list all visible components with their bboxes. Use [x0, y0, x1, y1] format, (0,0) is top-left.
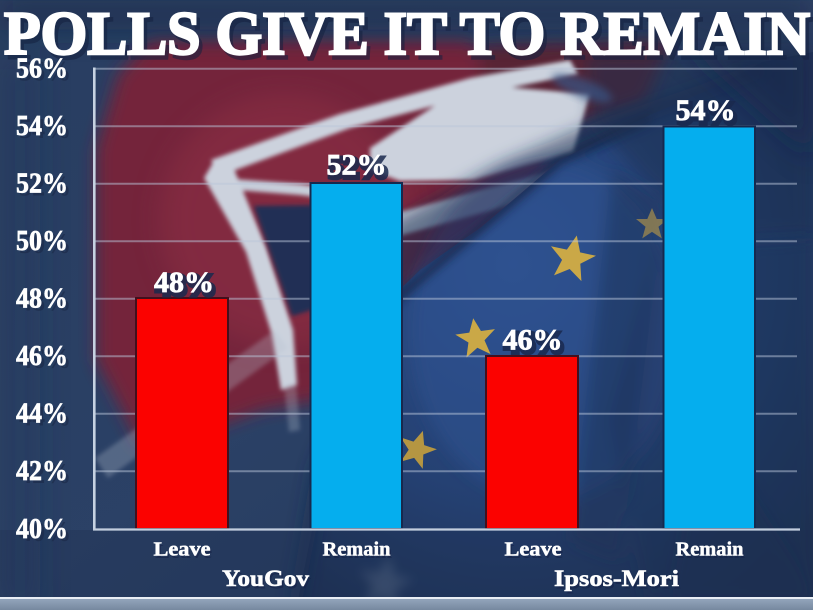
svg-text:52%: 52%	[16, 168, 68, 200]
svg-text:52%: 52%	[19, 171, 71, 203]
svg-text:Remain: Remain	[676, 539, 744, 561]
svg-text:48%: 48%	[19, 286, 71, 318]
svg-text:54%: 54%	[676, 94, 736, 127]
svg-text:44%: 44%	[19, 401, 71, 433]
svg-text:56%: 56%	[19, 56, 71, 88]
svg-text:Remain: Remain	[324, 541, 392, 563]
svg-text:50%: 50%	[16, 225, 68, 257]
svg-text:52%: 52%	[327, 149, 387, 182]
svg-text:40%: 40%	[16, 513, 68, 545]
svg-text:56%: 56%	[16, 53, 68, 85]
svg-text:44%: 44%	[16, 398, 68, 430]
svg-text:Ipsos-Mori: Ipsos-Mori	[556, 569, 682, 595]
svg-text:54%: 54%	[19, 113, 71, 145]
svg-text:46%: 46%	[16, 340, 68, 372]
svg-text:40%: 40%	[19, 516, 71, 548]
svg-text:52%: 52%	[329, 152, 389, 185]
svg-text:46%: 46%	[505, 327, 565, 360]
svg-text:54%: 54%	[678, 97, 738, 130]
svg-text:Leave: Leave	[154, 539, 211, 561]
svg-text:48%: 48%	[154, 266, 214, 299]
svg-text:Remain: Remain	[323, 539, 391, 561]
svg-text:42%: 42%	[16, 455, 68, 487]
svg-text:50%: 50%	[19, 228, 71, 260]
svg-text:Leave: Leave	[505, 539, 562, 561]
svg-text:46%: 46%	[503, 324, 563, 357]
svg-text:Ipsos-Mori: Ipsos-Mori	[554, 566, 680, 592]
svg-text:YouGov: YouGov	[222, 566, 309, 592]
svg-text:Leave: Leave	[155, 541, 212, 563]
svg-text:POLLS GIVE IT TO REMAIN: POLLS GIVE IT TO REMAIN	[8, 6, 813, 73]
svg-text:48%: 48%	[16, 283, 68, 315]
svg-text:POLLS GIVE IT TO REMAIN: POLLS GIVE IT TO REMAIN	[4, 1, 810, 68]
svg-text:54%: 54%	[16, 110, 68, 142]
svg-text:Leave: Leave	[506, 541, 563, 563]
svg-text:46%: 46%	[19, 343, 71, 375]
svg-text:Remain: Remain	[677, 541, 745, 563]
svg-text:48%: 48%	[156, 269, 216, 302]
svg-text:42%: 42%	[19, 458, 71, 490]
svg-text:YouGov: YouGov	[224, 569, 311, 595]
